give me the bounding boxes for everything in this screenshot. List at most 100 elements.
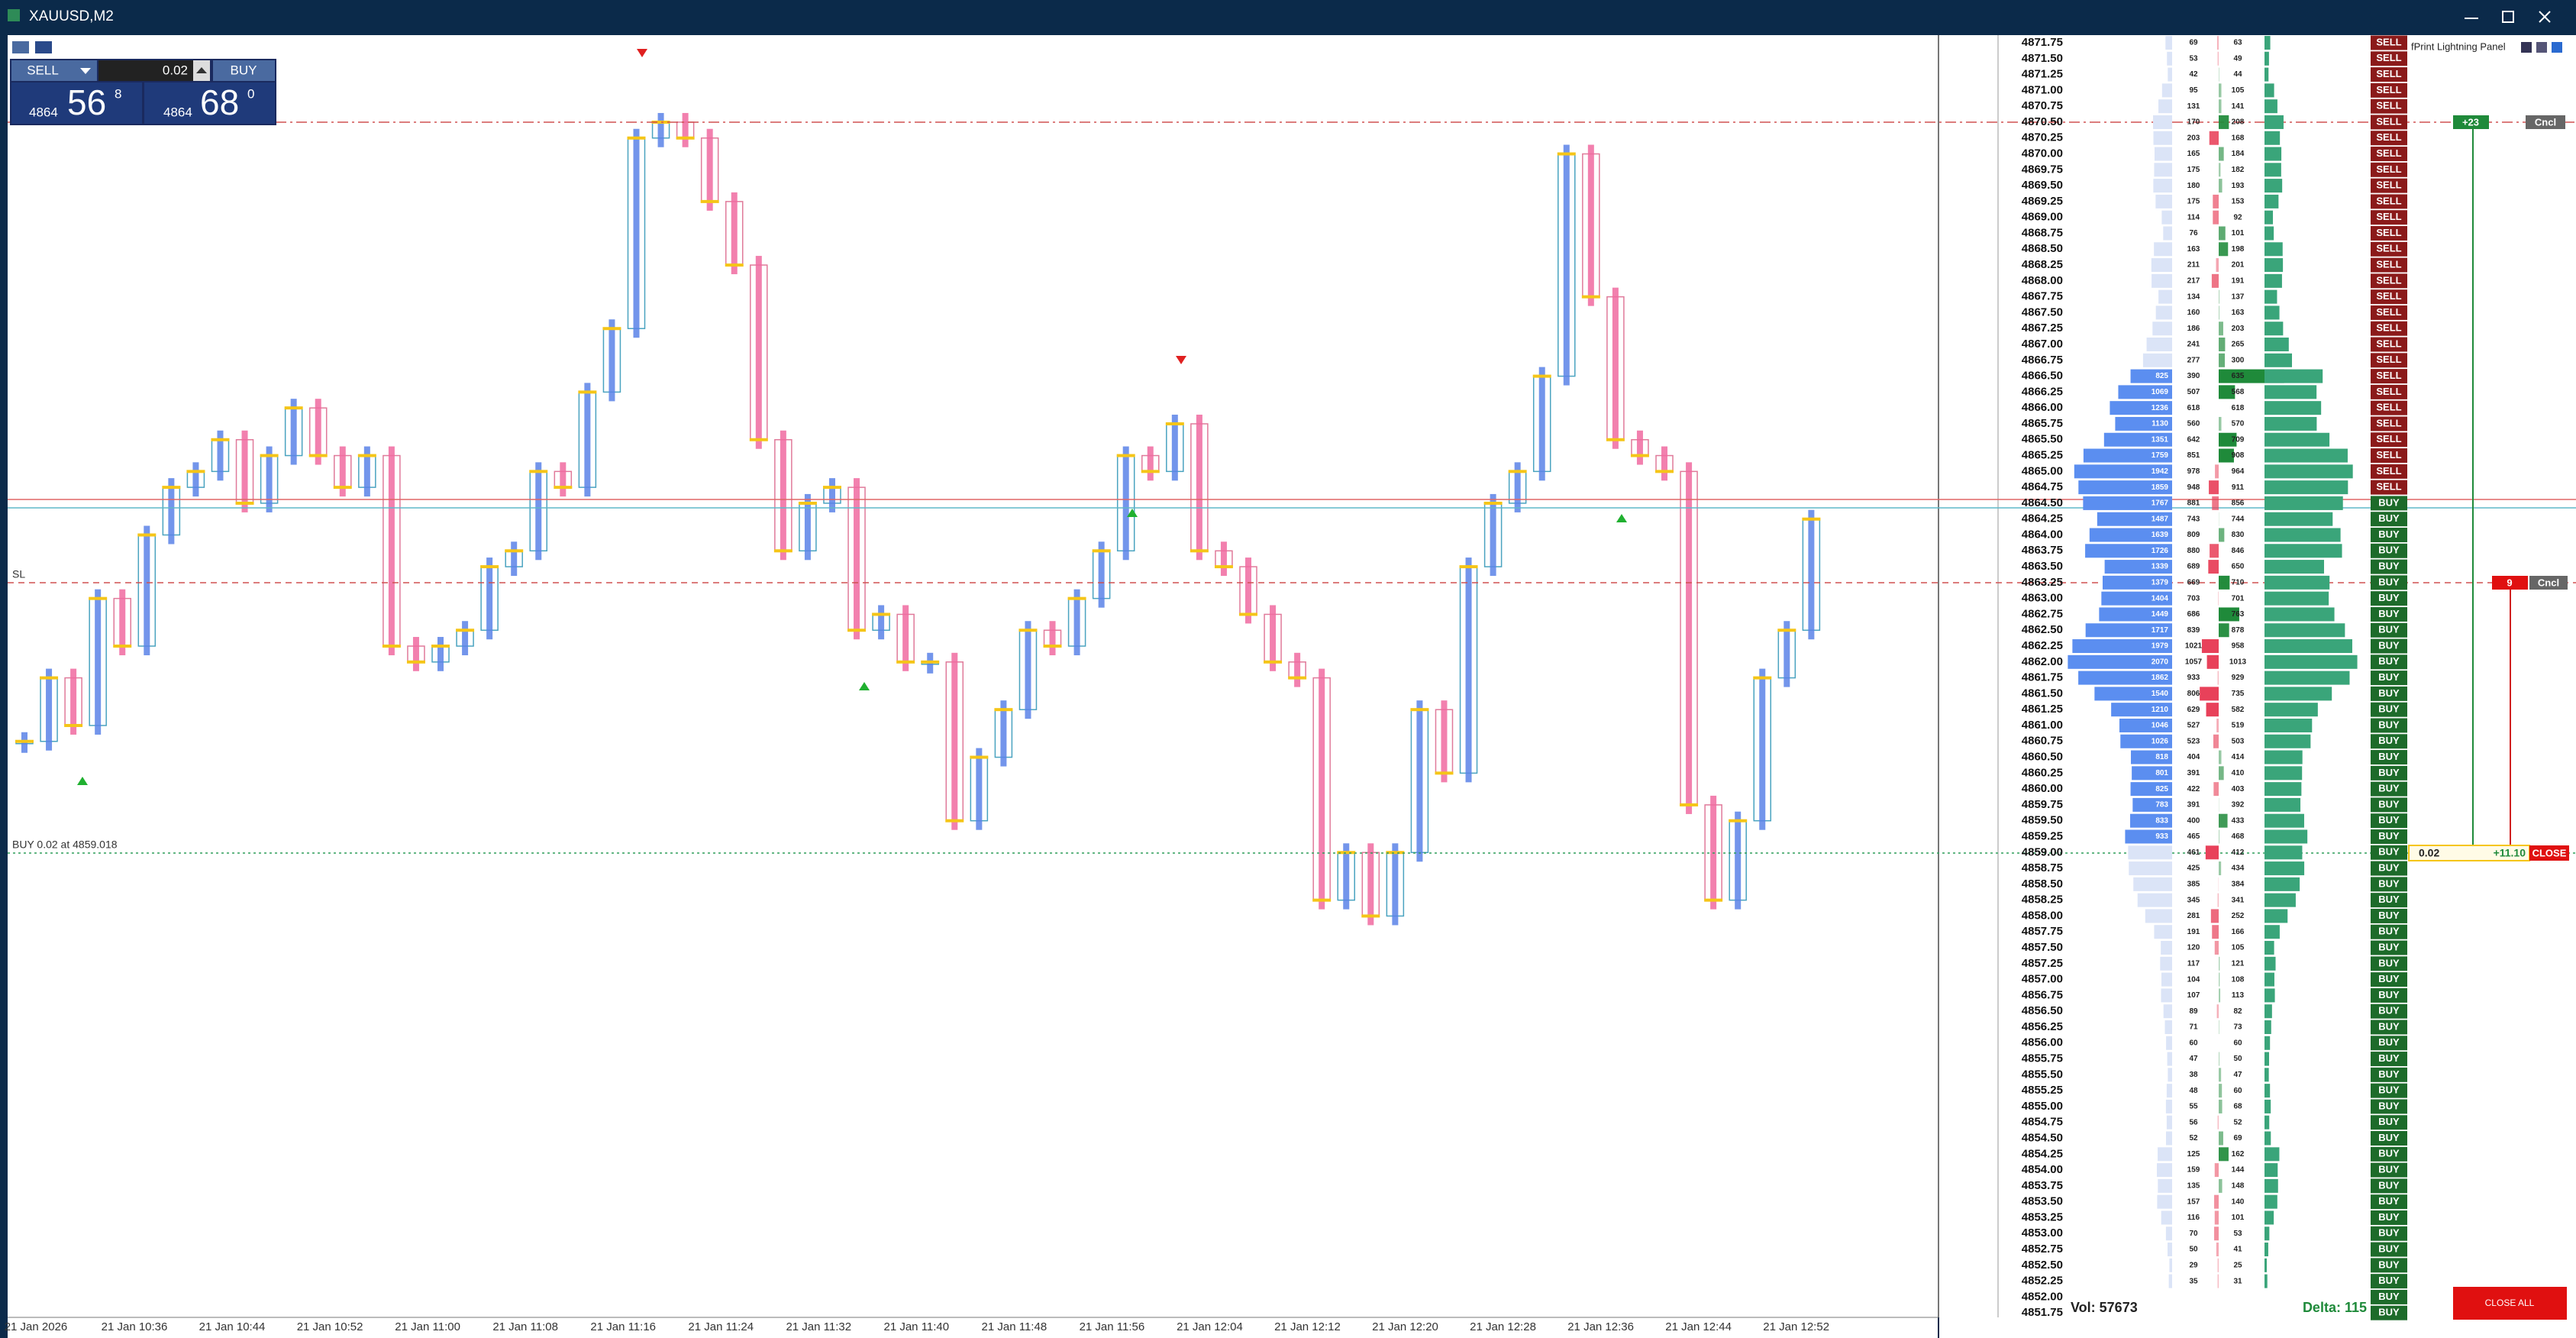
ladder-button[interactable] bbox=[2371, 1178, 2407, 1194]
ladder-button[interactable] bbox=[2371, 162, 2407, 177]
ladder-button[interactable] bbox=[2371, 908, 2407, 923]
ladder-button[interactable] bbox=[2371, 877, 2407, 892]
ladder-button[interactable] bbox=[2371, 1274, 2407, 1289]
ladder-button[interactable] bbox=[2371, 893, 2407, 908]
ladder-button[interactable] bbox=[2371, 527, 2407, 542]
ladder-button[interactable] bbox=[2371, 940, 2407, 955]
ladder-button[interactable] bbox=[2371, 369, 2407, 384]
ladder-button[interactable] bbox=[2371, 781, 2407, 797]
toolbar-icon[interactable] bbox=[35, 41, 52, 53]
ladder-button[interactable] bbox=[2371, 543, 2407, 558]
ladder-button[interactable] bbox=[2371, 845, 2407, 860]
ladder-button[interactable] bbox=[2371, 1226, 2407, 1241]
ladder-button[interactable] bbox=[2371, 400, 2407, 415]
ladder-button[interactable] bbox=[2371, 1067, 2407, 1082]
ladder-button[interactable] bbox=[2371, 257, 2407, 273]
lot-field[interactable] bbox=[98, 60, 193, 81]
ladder-button[interactable] bbox=[2371, 432, 2407, 448]
ladder-button[interactable] bbox=[2371, 496, 2407, 511]
close-position-button[interactable] bbox=[2529, 845, 2569, 861]
ladder-button[interactable] bbox=[2371, 591, 2407, 606]
ladder-button[interactable] bbox=[2371, 718, 2407, 733]
ladder-button[interactable] bbox=[2371, 686, 2407, 701]
ladder-button[interactable] bbox=[2371, 575, 2407, 590]
ladder-button[interactable] bbox=[2371, 1115, 2407, 1130]
ladder-button[interactable] bbox=[2371, 1258, 2407, 1273]
ladder-button[interactable] bbox=[2371, 480, 2407, 495]
ladder-button[interactable] bbox=[2371, 702, 2407, 717]
ladder-button[interactable] bbox=[2371, 82, 2407, 98]
ladder-button[interactable] bbox=[2371, 1146, 2407, 1162]
ladder-button[interactable] bbox=[2371, 99, 2407, 114]
ladder-button[interactable] bbox=[2371, 671, 2407, 686]
ladder-button[interactable] bbox=[2371, 813, 2407, 829]
ladder-button[interactable] bbox=[2371, 416, 2407, 431]
panel-icon[interactable] bbox=[2536, 42, 2547, 53]
ladder-button[interactable] bbox=[2371, 321, 2407, 336]
ladder-button[interactable] bbox=[2371, 289, 2407, 305]
ladder-button[interactable] bbox=[2371, 654, 2407, 670]
ladder-button[interactable] bbox=[2371, 353, 2407, 368]
ladder-button[interactable] bbox=[2371, 1210, 2407, 1225]
ladder-button[interactable] bbox=[2371, 1099, 2407, 1114]
ladder-button[interactable] bbox=[2371, 1194, 2407, 1210]
ladder-button[interactable] bbox=[2371, 606, 2407, 622]
close-all-button[interactable] bbox=[2453, 1287, 2567, 1320]
ladder-button[interactable] bbox=[2371, 1036, 2407, 1051]
ladder-button[interactable] bbox=[2371, 1020, 2407, 1035]
ladder-button[interactable] bbox=[2371, 464, 2407, 479]
ladder-button[interactable] bbox=[2371, 115, 2407, 130]
ladder-button[interactable] bbox=[2371, 924, 2407, 939]
ladder-button[interactable] bbox=[2371, 384, 2407, 399]
bid-box[interactable] bbox=[11, 82, 142, 124]
ask-box[interactable] bbox=[144, 82, 275, 124]
ladder-button[interactable] bbox=[2371, 1083, 2407, 1098]
ladder-button[interactable] bbox=[2371, 972, 2407, 987]
buy-button[interactable] bbox=[213, 60, 275, 81]
cancel-button[interactable] bbox=[2529, 576, 2568, 590]
sell-button[interactable] bbox=[11, 60, 74, 81]
ladder-button[interactable] bbox=[2371, 956, 2407, 971]
panel-icon[interactable] bbox=[2521, 42, 2532, 53]
ladder-button[interactable] bbox=[2371, 638, 2407, 654]
ladder-button[interactable] bbox=[2371, 273, 2407, 289]
ladder-button[interactable] bbox=[2371, 987, 2407, 1003]
ladder-button[interactable] bbox=[2371, 1305, 2407, 1320]
ladder-button[interactable] bbox=[2371, 765, 2407, 780]
ladder-button[interactable] bbox=[2371, 622, 2407, 638]
ladder-button[interactable] bbox=[2371, 1289, 2407, 1304]
ladder-button[interactable] bbox=[2371, 35, 2407, 50]
ladder-button[interactable] bbox=[2371, 448, 2407, 464]
ladder-button[interactable] bbox=[2371, 750, 2407, 765]
ladder-button[interactable] bbox=[2371, 67, 2407, 82]
ladder-button[interactable] bbox=[2371, 1162, 2407, 1178]
close-window-button[interactable] bbox=[2539, 11, 2551, 23]
ladder-button[interactable] bbox=[2371, 131, 2407, 146]
ladder-button[interactable] bbox=[2371, 512, 2407, 527]
ladder-button[interactable] bbox=[2371, 829, 2407, 844]
ladder-button[interactable] bbox=[2371, 305, 2407, 320]
ladder-button[interactable] bbox=[2371, 734, 2407, 749]
maximize-button[interactable] bbox=[2502, 11, 2514, 23]
ladder-button[interactable] bbox=[2371, 797, 2407, 813]
ladder-button[interactable] bbox=[2371, 178, 2407, 193]
ladder-button[interactable] bbox=[2371, 210, 2407, 225]
ladder-button[interactable] bbox=[2371, 1131, 2407, 1146]
order-box[interactable] bbox=[2453, 115, 2489, 129]
ladder-button[interactable] bbox=[2371, 1004, 2407, 1019]
ladder-button[interactable] bbox=[2371, 861, 2407, 876]
panel-icon[interactable] bbox=[2552, 42, 2562, 53]
ladder-button[interactable] bbox=[2371, 241, 2407, 257]
time-label: 21 Jan 11:00 bbox=[395, 1320, 460, 1333]
ladder-button[interactable] bbox=[2371, 559, 2407, 574]
ladder-button[interactable] bbox=[2371, 225, 2407, 241]
ladder-button[interactable] bbox=[2371, 1242, 2407, 1257]
toolbar-icon[interactable] bbox=[12, 41, 29, 53]
ladder-button[interactable] bbox=[2371, 1052, 2407, 1067]
order-box[interactable] bbox=[2492, 576, 2528, 590]
ladder-button[interactable] bbox=[2371, 147, 2407, 162]
ladder-button[interactable] bbox=[2371, 337, 2407, 352]
ladder-button[interactable] bbox=[2371, 194, 2407, 209]
cancel-button[interactable] bbox=[2526, 115, 2565, 129]
ladder-button[interactable] bbox=[2371, 51, 2407, 66]
